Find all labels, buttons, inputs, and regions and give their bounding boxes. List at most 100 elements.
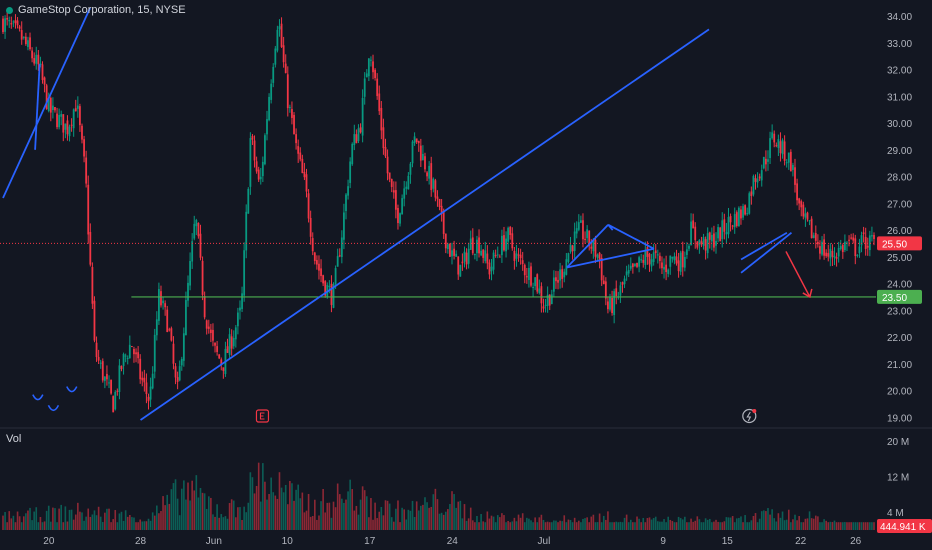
volume-bar — [37, 522, 40, 530]
bottom-mark-icon — [47, 404, 60, 412]
candle-body — [692, 220, 695, 229]
candle-body — [519, 254, 522, 259]
volume-bars — [2, 462, 875, 530]
volume-bar — [507, 520, 509, 530]
candle-body — [241, 293, 243, 309]
candle-body — [212, 329, 214, 341]
volume-bar — [810, 518, 813, 530]
volume-bar — [754, 513, 757, 530]
candle-body — [710, 235, 713, 242]
volume-bar — [669, 519, 672, 530]
volume-bar — [567, 519, 570, 530]
volume-bar — [405, 519, 408, 530]
volume-bar — [461, 518, 464, 530]
candle-body — [72, 109, 75, 129]
volume-bar — [827, 522, 830, 530]
volume-bar — [540, 514, 543, 530]
volume-bar — [548, 522, 551, 530]
candle-body — [91, 267, 94, 304]
candle-body — [831, 250, 834, 257]
candle-body — [45, 85, 48, 110]
symbol-title[interactable]: GameStop Corporation, 15, NYSE — [18, 4, 186, 16]
volume-bar — [860, 522, 863, 530]
candle-body — [10, 23, 13, 25]
candle-body — [781, 139, 784, 155]
volume-bar — [765, 511, 767, 530]
candle-body — [286, 74, 289, 109]
candle-body — [51, 105, 54, 110]
candle-body — [164, 303, 167, 308]
volume-bar — [806, 518, 809, 530]
volume-bar — [440, 512, 443, 530]
volume-bar — [740, 516, 742, 530]
candle-body — [207, 326, 210, 329]
volume-bar — [792, 519, 794, 530]
volume-bar — [262, 463, 264, 530]
volume-bar — [621, 522, 624, 530]
candle-body — [70, 124, 73, 126]
candle-body — [430, 163, 433, 191]
volume-bar — [347, 491, 349, 530]
volume-bar — [706, 519, 709, 530]
volume-bar — [174, 479, 177, 530]
volume-bar — [605, 519, 607, 530]
volume-bar — [116, 522, 119, 530]
candle-body — [428, 165, 431, 179]
volume-bar — [172, 483, 175, 530]
candle-body — [141, 377, 144, 381]
candle-body — [473, 253, 476, 256]
volume-bar — [781, 511, 784, 530]
volume-bar — [272, 492, 275, 530]
volume-bar — [355, 505, 358, 530]
volume-bar — [636, 516, 638, 530]
candle-body — [530, 266, 532, 286]
volume-bar — [530, 520, 532, 530]
volume-bar — [696, 516, 699, 530]
candle-body — [295, 134, 298, 144]
candle-body — [288, 106, 291, 108]
candle-body — [137, 352, 140, 359]
volume-bar — [370, 498, 372, 530]
candle-body — [719, 227, 722, 242]
candle-body — [823, 239, 826, 256]
volume-bar — [428, 507, 430, 530]
candle-body — [58, 115, 61, 128]
candle-body — [322, 275, 325, 284]
candle-body — [284, 63, 287, 74]
volume-bar — [426, 502, 428, 530]
candle-body — [374, 69, 376, 79]
candle-body — [773, 133, 776, 143]
volume-bar — [831, 522, 834, 530]
candle-body — [201, 260, 204, 295]
volume-bar — [83, 520, 85, 530]
volume-bar — [854, 522, 857, 530]
volume-bar — [623, 517, 626, 530]
candle-body — [669, 255, 672, 267]
volume-bar — [871, 522, 873, 530]
volume-bar — [168, 503, 171, 530]
volume-bar — [380, 507, 383, 530]
candle-body — [563, 271, 566, 278]
volume-bar — [203, 493, 206, 530]
volume-bar — [8, 511, 11, 530]
volume-bar — [289, 480, 291, 530]
candle-body — [367, 58, 370, 77]
candle-body — [667, 269, 670, 274]
volume-bar — [553, 520, 555, 530]
volume-bar — [97, 506, 100, 530]
candle-body — [513, 250, 516, 261]
volume-bar — [563, 515, 566, 530]
candle-body — [176, 377, 179, 382]
candle-body — [577, 222, 580, 230]
candle-body — [775, 145, 778, 147]
candle-body — [596, 254, 599, 258]
candle-body — [99, 362, 102, 364]
candle-body — [315, 260, 318, 265]
volume-bar — [442, 514, 445, 530]
candle-body — [85, 157, 88, 184]
candle-body — [239, 307, 241, 311]
volume-bar — [314, 499, 316, 530]
candle-body — [422, 153, 424, 161]
candle-body — [197, 222, 200, 237]
